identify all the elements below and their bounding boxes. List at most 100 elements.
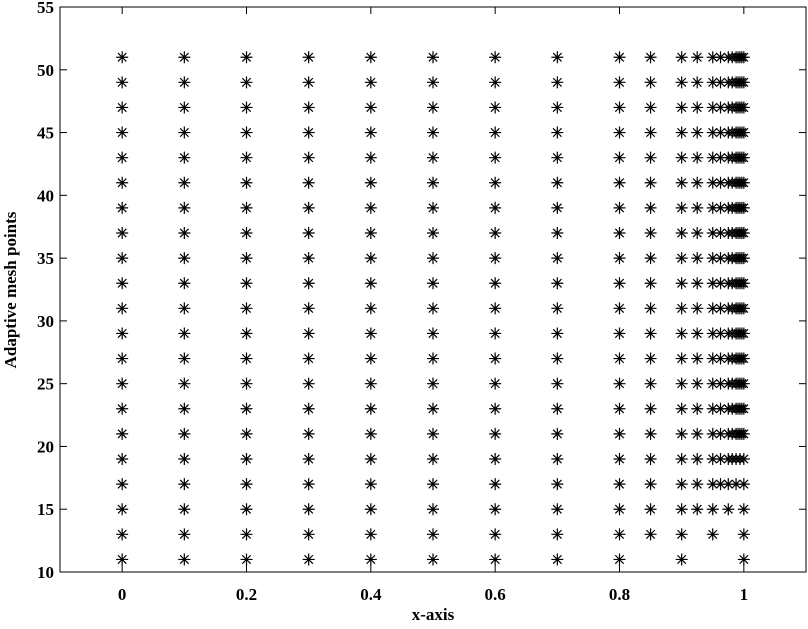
data-point <box>364 503 377 516</box>
data-point <box>691 126 704 139</box>
data-point <box>364 126 377 139</box>
data-point <box>730 478 743 491</box>
data-point <box>364 176 377 189</box>
data-point <box>364 327 377 340</box>
data-point <box>489 427 502 440</box>
data-point <box>302 402 315 415</box>
data-point <box>551 76 564 89</box>
x-tick-label: 0.8 <box>609 585 630 604</box>
data-point <box>427 126 439 139</box>
data-point <box>302 76 315 89</box>
data-point <box>644 51 657 64</box>
data-point <box>675 176 688 189</box>
data-point <box>489 176 502 189</box>
data-point <box>714 402 727 415</box>
data-point <box>714 478 727 491</box>
data-point <box>240 503 253 516</box>
data-point <box>116 352 129 365</box>
data-point <box>551 327 564 340</box>
data-point <box>714 352 727 365</box>
data-point <box>116 201 129 214</box>
data-point <box>302 478 315 491</box>
data-point <box>613 402 626 415</box>
data-point <box>364 76 377 89</box>
data-point <box>302 101 315 114</box>
data-point <box>116 453 129 465</box>
y-tick-label: 10 <box>37 563 54 582</box>
data-point <box>691 176 704 189</box>
data-point <box>613 377 626 390</box>
x-tick-label: 0 <box>118 585 127 604</box>
data-point <box>644 201 657 214</box>
data-point <box>706 277 719 290</box>
data-point <box>551 528 564 541</box>
data-point <box>737 302 750 315</box>
data-point <box>364 151 377 164</box>
data-point <box>613 327 626 340</box>
data-point <box>613 277 626 290</box>
data-point <box>644 151 657 164</box>
data-point <box>706 51 719 64</box>
data-point <box>737 352 750 365</box>
data-point <box>737 126 750 139</box>
data-point <box>489 201 502 214</box>
x-tick-label: 0.2 <box>236 585 257 604</box>
data-point <box>489 528 502 541</box>
y-tick-label: 55 <box>37 0 54 17</box>
data-point <box>427 553 439 566</box>
data-point <box>675 227 688 239</box>
data-point <box>302 227 315 239</box>
data-point <box>116 553 129 566</box>
data-point <box>240 201 253 214</box>
data-point <box>302 427 315 440</box>
data-point <box>644 352 657 365</box>
data-point <box>302 528 315 541</box>
data-point <box>551 377 564 390</box>
data-point <box>116 126 129 139</box>
data-point <box>675 528 688 541</box>
data-point <box>706 252 719 265</box>
data-point <box>551 352 564 365</box>
data-point <box>116 377 129 390</box>
data-point <box>706 101 719 114</box>
data-point <box>240 227 253 239</box>
data-point <box>116 478 129 491</box>
data-point <box>302 553 315 566</box>
data-point <box>116 51 129 64</box>
data-point <box>489 377 502 390</box>
data-point <box>722 478 735 491</box>
data-point <box>178 302 191 315</box>
data-point <box>427 151 439 164</box>
data-point <box>178 503 191 516</box>
data-point <box>178 76 191 89</box>
data-point <box>364 528 377 541</box>
data-point <box>675 327 688 340</box>
data-point <box>551 453 564 465</box>
data-point <box>364 51 377 64</box>
data-point <box>644 176 657 189</box>
data-point <box>178 528 191 541</box>
data-point <box>737 227 750 239</box>
data-point <box>489 227 502 239</box>
data-point <box>691 227 704 239</box>
data-point <box>675 76 688 89</box>
data-point <box>364 101 377 114</box>
data-point <box>427 227 439 239</box>
data-point <box>714 227 727 239</box>
data-point <box>706 302 719 315</box>
data-point <box>644 101 657 114</box>
data-point <box>116 101 129 114</box>
data-point <box>302 51 315 64</box>
data-point <box>706 453 719 465</box>
data-point <box>691 76 704 89</box>
data-point <box>737 453 750 465</box>
data-point <box>706 352 719 365</box>
data-point <box>364 302 377 315</box>
data-point <box>613 352 626 365</box>
data-point <box>364 402 377 415</box>
data-point <box>551 302 564 315</box>
data-point <box>489 252 502 265</box>
data-point <box>116 176 129 189</box>
data-point <box>706 402 719 415</box>
